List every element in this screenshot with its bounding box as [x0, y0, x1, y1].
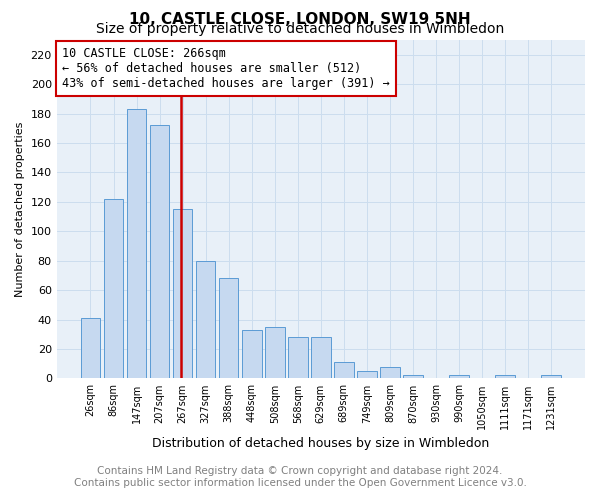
- Text: Size of property relative to detached houses in Wimbledon: Size of property relative to detached ho…: [96, 22, 504, 36]
- Y-axis label: Number of detached properties: Number of detached properties: [15, 122, 25, 297]
- Bar: [334, 362, 353, 378]
- Bar: [357, 371, 377, 378]
- Bar: [196, 260, 215, 378]
- X-axis label: Distribution of detached houses by size in Wimbledon: Distribution of detached houses by size …: [152, 437, 490, 450]
- Bar: [127, 109, 146, 378]
- Text: Contains HM Land Registry data © Crown copyright and database right 2024.
Contai: Contains HM Land Registry data © Crown c…: [74, 466, 526, 487]
- Bar: [311, 337, 331, 378]
- Bar: [496, 376, 515, 378]
- Bar: [173, 209, 193, 378]
- Bar: [80, 318, 100, 378]
- Bar: [449, 376, 469, 378]
- Bar: [541, 376, 561, 378]
- Bar: [265, 327, 284, 378]
- Bar: [150, 126, 169, 378]
- Text: 10, CASTLE CLOSE, LONDON, SW19 5NH: 10, CASTLE CLOSE, LONDON, SW19 5NH: [129, 12, 471, 28]
- Bar: [219, 278, 238, 378]
- Bar: [403, 376, 423, 378]
- Bar: [380, 366, 400, 378]
- Bar: [288, 337, 308, 378]
- Text: 10 CASTLE CLOSE: 266sqm
← 56% of detached houses are smaller (512)
43% of semi-d: 10 CASTLE CLOSE: 266sqm ← 56% of detache…: [62, 47, 390, 90]
- Bar: [104, 199, 123, 378]
- Bar: [242, 330, 262, 378]
